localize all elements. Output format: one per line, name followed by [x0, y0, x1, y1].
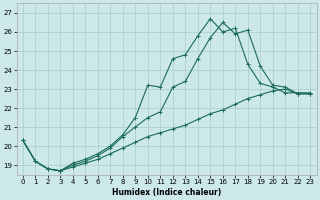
X-axis label: Humidex (Indice chaleur): Humidex (Indice chaleur) [112, 188, 221, 197]
